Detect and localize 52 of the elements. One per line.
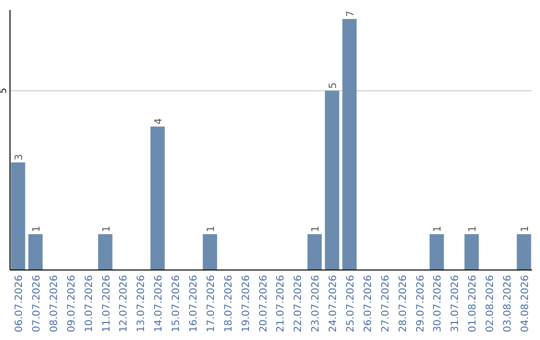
- x-tick-label: 15.07.2026: [171, 275, 182, 332]
- x-tick-label: 31.07.2026: [450, 275, 462, 332]
- data-label: 1: [468, 226, 479, 232]
- data-label: 1: [101, 226, 112, 232]
- bar: [10, 162, 26, 270]
- bar: [342, 18, 357, 270]
- x-tick-label: 16.07.2026: [188, 275, 200, 332]
- x-tick-label: 21.07.2026: [276, 275, 287, 332]
- bar: [307, 234, 322, 270]
- bar: [98, 234, 112, 270]
- bar: [464, 234, 479, 270]
- x-tick-label: 12.07.2026: [118, 275, 130, 332]
- x-tick-label: 27.07.2026: [380, 275, 392, 332]
- x-tick-label: 01.08.2026: [468, 275, 479, 332]
- bar: [324, 90, 340, 270]
- x-tick-label: 10.07.2026: [84, 275, 95, 332]
- x-tick-label: 29.07.2026: [415, 275, 426, 332]
- bar: [28, 234, 43, 270]
- x-tick-label: 30.07.2026: [432, 275, 444, 332]
- x-tick-label: 09.07.2026: [66, 275, 78, 332]
- x-tick-label: 28.07.2026: [398, 275, 409, 332]
- data-label: 1: [31, 226, 42, 232]
- data-label: 4: [154, 118, 165, 125]
- data-label: 1: [206, 226, 217, 232]
- data-label: 5: [328, 82, 340, 89]
- x-tick-label: 18.07.2026: [223, 275, 234, 332]
- data-label: 1: [432, 226, 444, 232]
- bar: [150, 126, 165, 270]
- data-label: 1: [310, 226, 322, 232]
- x-tick-label: 24.07.2026: [328, 275, 340, 332]
- x-tick-label: 02.08.2026: [485, 275, 496, 332]
- x-tick-label: 22.07.2026: [293, 275, 304, 332]
- x-tick-label: 03.08.2026: [502, 275, 514, 332]
- x-tick-label: 26.07.2026: [362, 275, 374, 332]
- x-tick-label: 06.07.2026: [14, 275, 26, 332]
- data-label: 3: [14, 154, 26, 160]
- x-tick-label: 07.07.2026: [31, 275, 42, 332]
- x-tick-label: 04.08.2026: [520, 275, 531, 332]
- x-tick-label: 23.07.2026: [310, 275, 322, 332]
- x-tick-label: 19.07.2026: [240, 275, 252, 332]
- bar: [202, 234, 218, 270]
- x-tick-label: 17.07.2026: [206, 275, 217, 332]
- x-tick-label: 08.07.2026: [48, 275, 60, 332]
- data-label: 7: [346, 10, 357, 17]
- bar: [516, 234, 532, 270]
- bar: [430, 234, 444, 270]
- x-tick-label: 14.07.2026: [154, 275, 165, 332]
- x-tick-label: 20.07.2026: [258, 275, 270, 332]
- x-tick-label: 13.07.2026: [136, 275, 148, 332]
- x-tick-label: 11.07.2026: [101, 275, 112, 332]
- x-tick-label: 25.07.2026: [346, 275, 357, 332]
- data-label: 1: [520, 226, 531, 232]
